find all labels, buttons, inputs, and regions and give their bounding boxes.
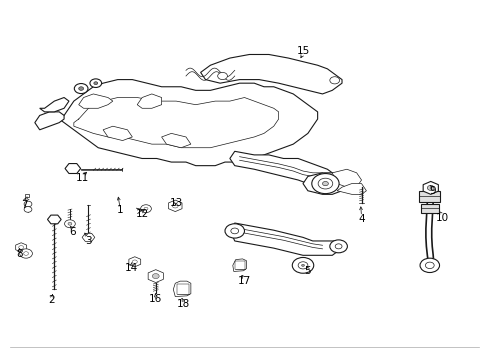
Text: 8: 8	[16, 248, 22, 258]
Polygon shape	[336, 184, 366, 194]
Text: 5: 5	[304, 266, 310, 276]
Text: 15: 15	[296, 46, 309, 56]
Polygon shape	[16, 243, 27, 252]
Circle shape	[230, 228, 238, 234]
Circle shape	[329, 77, 339, 84]
Circle shape	[298, 262, 307, 269]
Text: 4: 4	[358, 215, 364, 224]
Polygon shape	[200, 54, 341, 94]
Text: 14: 14	[124, 263, 138, 273]
Circle shape	[334, 244, 341, 249]
Circle shape	[20, 249, 32, 258]
Text: 6: 6	[69, 227, 76, 237]
Circle shape	[152, 274, 159, 279]
Polygon shape	[229, 151, 331, 184]
Text: 9: 9	[428, 186, 435, 196]
Circle shape	[292, 257, 313, 273]
Circle shape	[94, 82, 98, 85]
Circle shape	[318, 178, 332, 189]
Circle shape	[427, 185, 433, 190]
Circle shape	[419, 258, 439, 273]
Polygon shape	[47, 215, 61, 224]
Polygon shape	[303, 173, 346, 194]
Polygon shape	[420, 204, 438, 213]
Circle shape	[24, 201, 32, 207]
Circle shape	[79, 87, 83, 90]
Text: 13: 13	[169, 198, 183, 208]
Polygon shape	[331, 169, 361, 187]
Text: 18: 18	[177, 299, 190, 309]
Polygon shape	[148, 270, 163, 283]
Text: 1: 1	[117, 206, 123, 216]
Text: 11: 11	[76, 173, 89, 183]
Circle shape	[322, 181, 328, 186]
Circle shape	[68, 222, 72, 225]
Polygon shape	[35, 112, 64, 130]
Circle shape	[329, 240, 346, 253]
Circle shape	[425, 262, 433, 269]
Polygon shape	[65, 163, 81, 174]
Polygon shape	[422, 181, 437, 194]
Polygon shape	[59, 80, 317, 166]
Circle shape	[141, 205, 151, 213]
Text: 2: 2	[48, 295, 55, 305]
Circle shape	[90, 79, 102, 87]
Text: 3: 3	[85, 236, 92, 246]
Polygon shape	[168, 200, 182, 212]
Polygon shape	[232, 259, 246, 271]
Polygon shape	[418, 192, 439, 202]
Text: 12: 12	[135, 209, 148, 219]
Circle shape	[23, 252, 28, 255]
Circle shape	[144, 207, 148, 210]
Polygon shape	[103, 126, 132, 140]
Circle shape	[19, 246, 23, 249]
Polygon shape	[173, 281, 190, 297]
Polygon shape	[137, 94, 161, 108]
Text: 16: 16	[149, 294, 162, 304]
Polygon shape	[25, 194, 29, 197]
Text: 17: 17	[237, 276, 251, 286]
Circle shape	[311, 174, 338, 194]
Polygon shape	[79, 94, 113, 108]
Text: 7: 7	[21, 200, 27, 210]
Polygon shape	[129, 257, 141, 267]
Circle shape	[217, 72, 227, 80]
Polygon shape	[161, 134, 190, 148]
Circle shape	[172, 204, 178, 208]
Circle shape	[301, 264, 304, 266]
Circle shape	[132, 260, 137, 264]
Circle shape	[74, 84, 88, 94]
Circle shape	[64, 220, 75, 228]
Polygon shape	[40, 98, 69, 112]
Circle shape	[24, 207, 32, 212]
Polygon shape	[82, 233, 95, 242]
Circle shape	[224, 224, 244, 238]
Text: 10: 10	[434, 213, 447, 222]
Polygon shape	[229, 223, 341, 255]
